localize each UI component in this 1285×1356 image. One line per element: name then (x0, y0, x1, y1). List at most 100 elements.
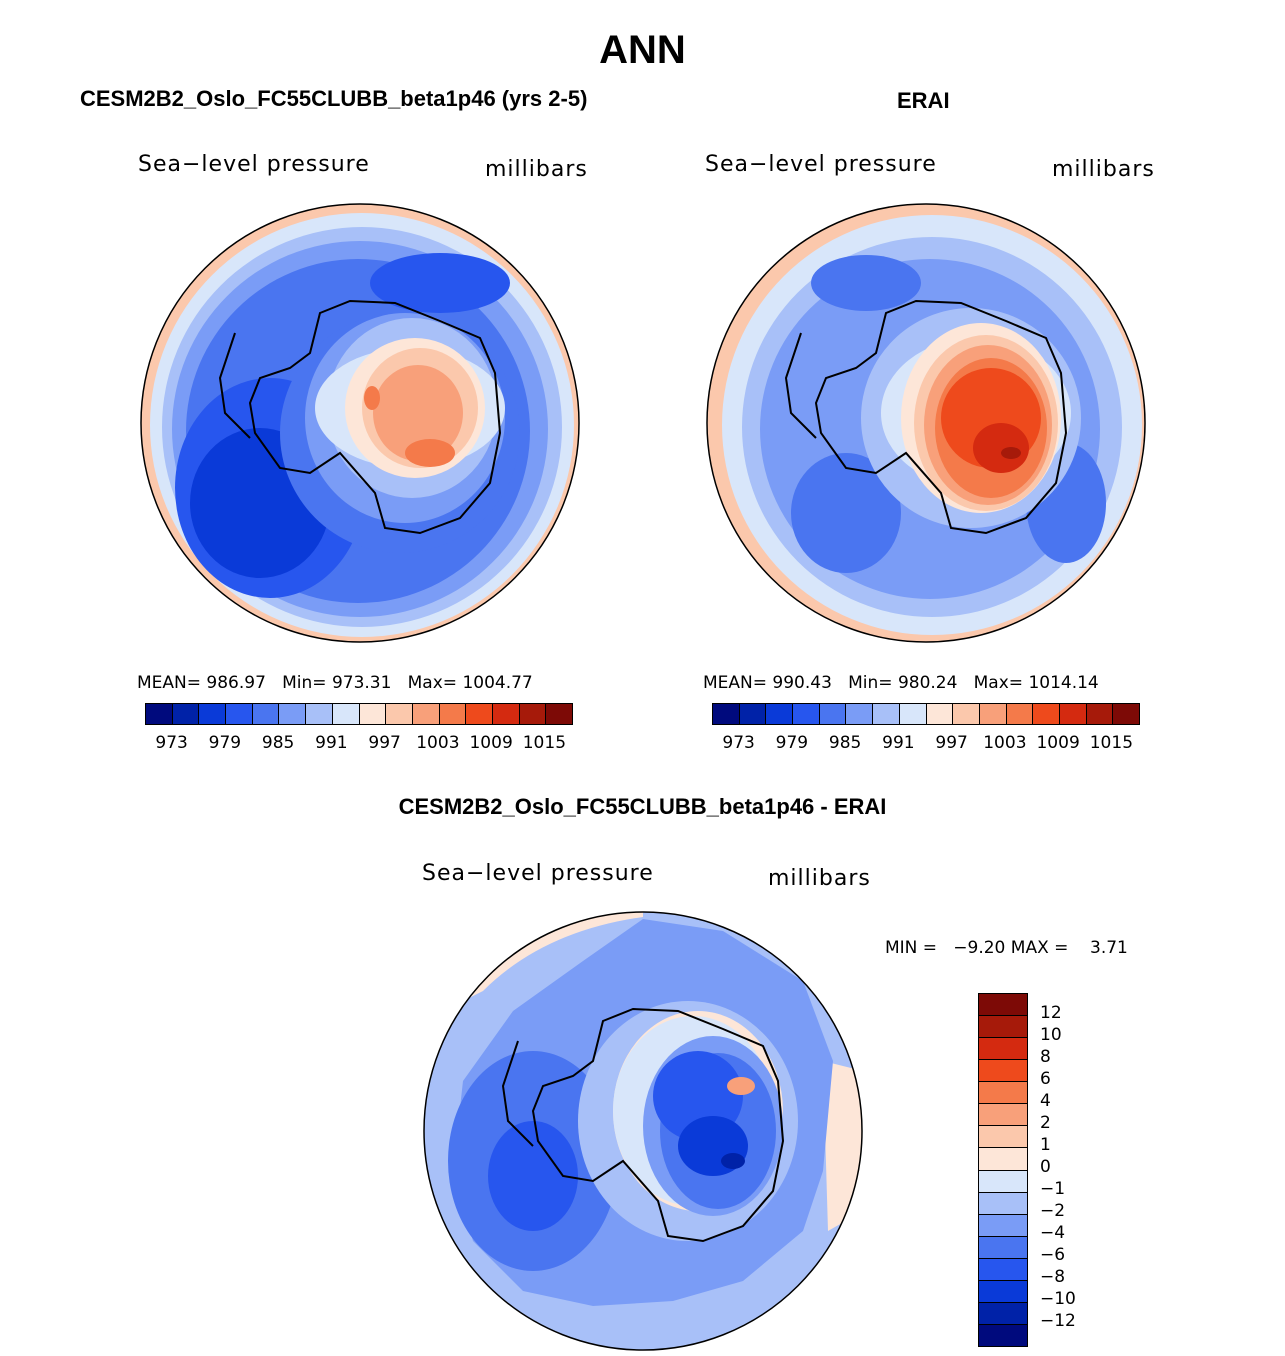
panel-2-title: ERAI (897, 88, 950, 113)
colorbar-tick-label: 979 (208, 733, 242, 753)
colorbar-tick-label: −12 (1040, 1311, 1076, 1331)
colorbar-tick-label: 985 (828, 733, 862, 753)
colorbar-tick-label: 1 (1040, 1135, 1051, 1155)
colorbar-box (766, 704, 794, 724)
colorbar-tick-label: 12 (1040, 1003, 1062, 1023)
colorbar-tick-label: 2 (1040, 1113, 1051, 1133)
mean-label: MEAN= (703, 673, 767, 693)
colorbar-box (979, 1126, 1027, 1149)
colorbar-box (793, 704, 820, 724)
min-value: 980.24 (897, 673, 958, 693)
colorbar-tick-label: −2 (1040, 1201, 1066, 1221)
colorbar-box (979, 1016, 1027, 1039)
panel-2-stats: MEAN= 990.43 Min= 980.24 Max= 1014.14 (703, 673, 1099, 693)
colorbar-box (1086, 704, 1114, 724)
colorbar-box (519, 704, 547, 724)
colorbar-box (1006, 704, 1034, 724)
colorbar-tick-label: 973 (722, 733, 755, 753)
mean-value: 990.43 (772, 673, 832, 693)
max-value: 3.71 (1090, 938, 1128, 958)
colorbar-tick-label: 0 (1040, 1157, 1051, 1177)
colorbar-box (899, 704, 927, 724)
colorbar-box (979, 1082, 1027, 1105)
panel-3-colorbar-labels: 12 10 8 6 4 2 1 0 −1 −2 −4 −6 −8 −10 −12 (1040, 993, 1100, 1345)
colorbar-tick-label: 1015 (522, 733, 567, 753)
colorbar-tick-label: −8 (1040, 1267, 1066, 1287)
colorbar-tick-label: 997 (368, 733, 401, 753)
panel-3-variable-label: Sea−level pressure (422, 861, 654, 886)
colorbar-tick-label: 997 (935, 733, 968, 753)
colorbar-box (359, 704, 387, 724)
colorbar-box (439, 704, 467, 724)
colorbar-box (819, 704, 847, 724)
colorbar-tick-label: 1015 (1089, 733, 1134, 753)
panel-1-stats: MEAN= 986.97 Min= 973.31 Max= 1004.77 (137, 673, 533, 693)
panel-1-variable-label: Sea−level pressure (138, 152, 370, 177)
panel-3-colorbar (978, 993, 1028, 1347)
panel-2-units-label: millibars (1052, 157, 1155, 182)
colorbar-tick-label: 979 (775, 733, 809, 753)
max-value: 1004.77 (462, 673, 533, 693)
colorbar-tick-label: 8 (1040, 1047, 1051, 1067)
colorbar-box (713, 704, 740, 724)
max-value: 1014.14 (1028, 673, 1099, 693)
colorbar-tick-label: −1 (1040, 1179, 1066, 1199)
min-value: 973.31 (331, 673, 392, 693)
min-value: −9.20 (953, 938, 1006, 958)
colorbar-box (979, 1192, 1027, 1215)
colorbar-tick-label: −6 (1040, 1245, 1066, 1265)
mean-label: MEAN= (137, 673, 201, 693)
colorbar-box (979, 1148, 1027, 1171)
colorbar-box (1033, 704, 1060, 724)
min-label: Min= (282, 673, 327, 693)
colorbar-box (546, 704, 572, 724)
colorbar-box (172, 704, 200, 724)
colorbar-box (979, 1324, 1027, 1346)
colorbar-box (1113, 704, 1139, 724)
max-label: MAX = (1010, 938, 1069, 958)
colorbar-box (979, 994, 1027, 1017)
colorbar-box (226, 704, 253, 724)
colorbar-box (306, 704, 333, 724)
colorbar-box (873, 704, 900, 724)
colorbar-box (252, 704, 280, 724)
colorbar-box (146, 704, 173, 724)
colorbar-tick-label: 973 (155, 733, 188, 753)
colorbar-box (979, 1214, 1027, 1237)
figure-title: ANN (599, 28, 686, 72)
colorbar-box (492, 704, 520, 724)
colorbar-box (1059, 704, 1087, 724)
colorbar-box (466, 704, 493, 724)
colorbar-tick-label: 985 (261, 733, 295, 753)
colorbar-box (926, 704, 954, 724)
colorbar-tick-label: 1003 (983, 733, 1027, 753)
colorbar-box (979, 1258, 1027, 1281)
colorbar-tick-label: −10 (1040, 1289, 1076, 1309)
colorbar-box (979, 1280, 1027, 1303)
panel-2-variable-label: Sea−level pressure (705, 152, 937, 177)
max-label: Max= (973, 673, 1024, 693)
panel-3-stats: MIN = −9.20 MAX = 3.71 (885, 938, 1128, 958)
colorbar-tick-label: 6 (1040, 1069, 1051, 1089)
colorbar-box (979, 1302, 1027, 1325)
min-label: Min= (848, 673, 893, 693)
mean-value: 986.97 (206, 673, 266, 693)
colorbar-box (953, 704, 980, 724)
colorbar-tick-label: 991 (315, 733, 348, 753)
colorbar-tick-label: 991 (882, 733, 915, 753)
colorbar-box (979, 1104, 1027, 1127)
panel-2-colorbar (712, 703, 1140, 725)
colorbar-tick-label: 1009 (1036, 733, 1080, 753)
colorbar-box (979, 704, 1007, 724)
colorbar-box (279, 704, 307, 724)
colorbar-tick-label: 1009 (469, 733, 513, 753)
panel-3-map (423, 911, 863, 1351)
colorbar-box (386, 704, 413, 724)
colorbar-box (979, 1170, 1027, 1193)
max-label: Max= (407, 673, 458, 693)
min-label: MIN = (885, 938, 938, 958)
colorbar-box (199, 704, 227, 724)
panel-3-units-label: millibars (768, 866, 871, 891)
colorbar-tick-label: 10 (1040, 1025, 1062, 1045)
panel-1-title: CESM2B2_Oslo_FC55CLUBB_beta1p46 (yrs 2-5… (80, 86, 588, 111)
